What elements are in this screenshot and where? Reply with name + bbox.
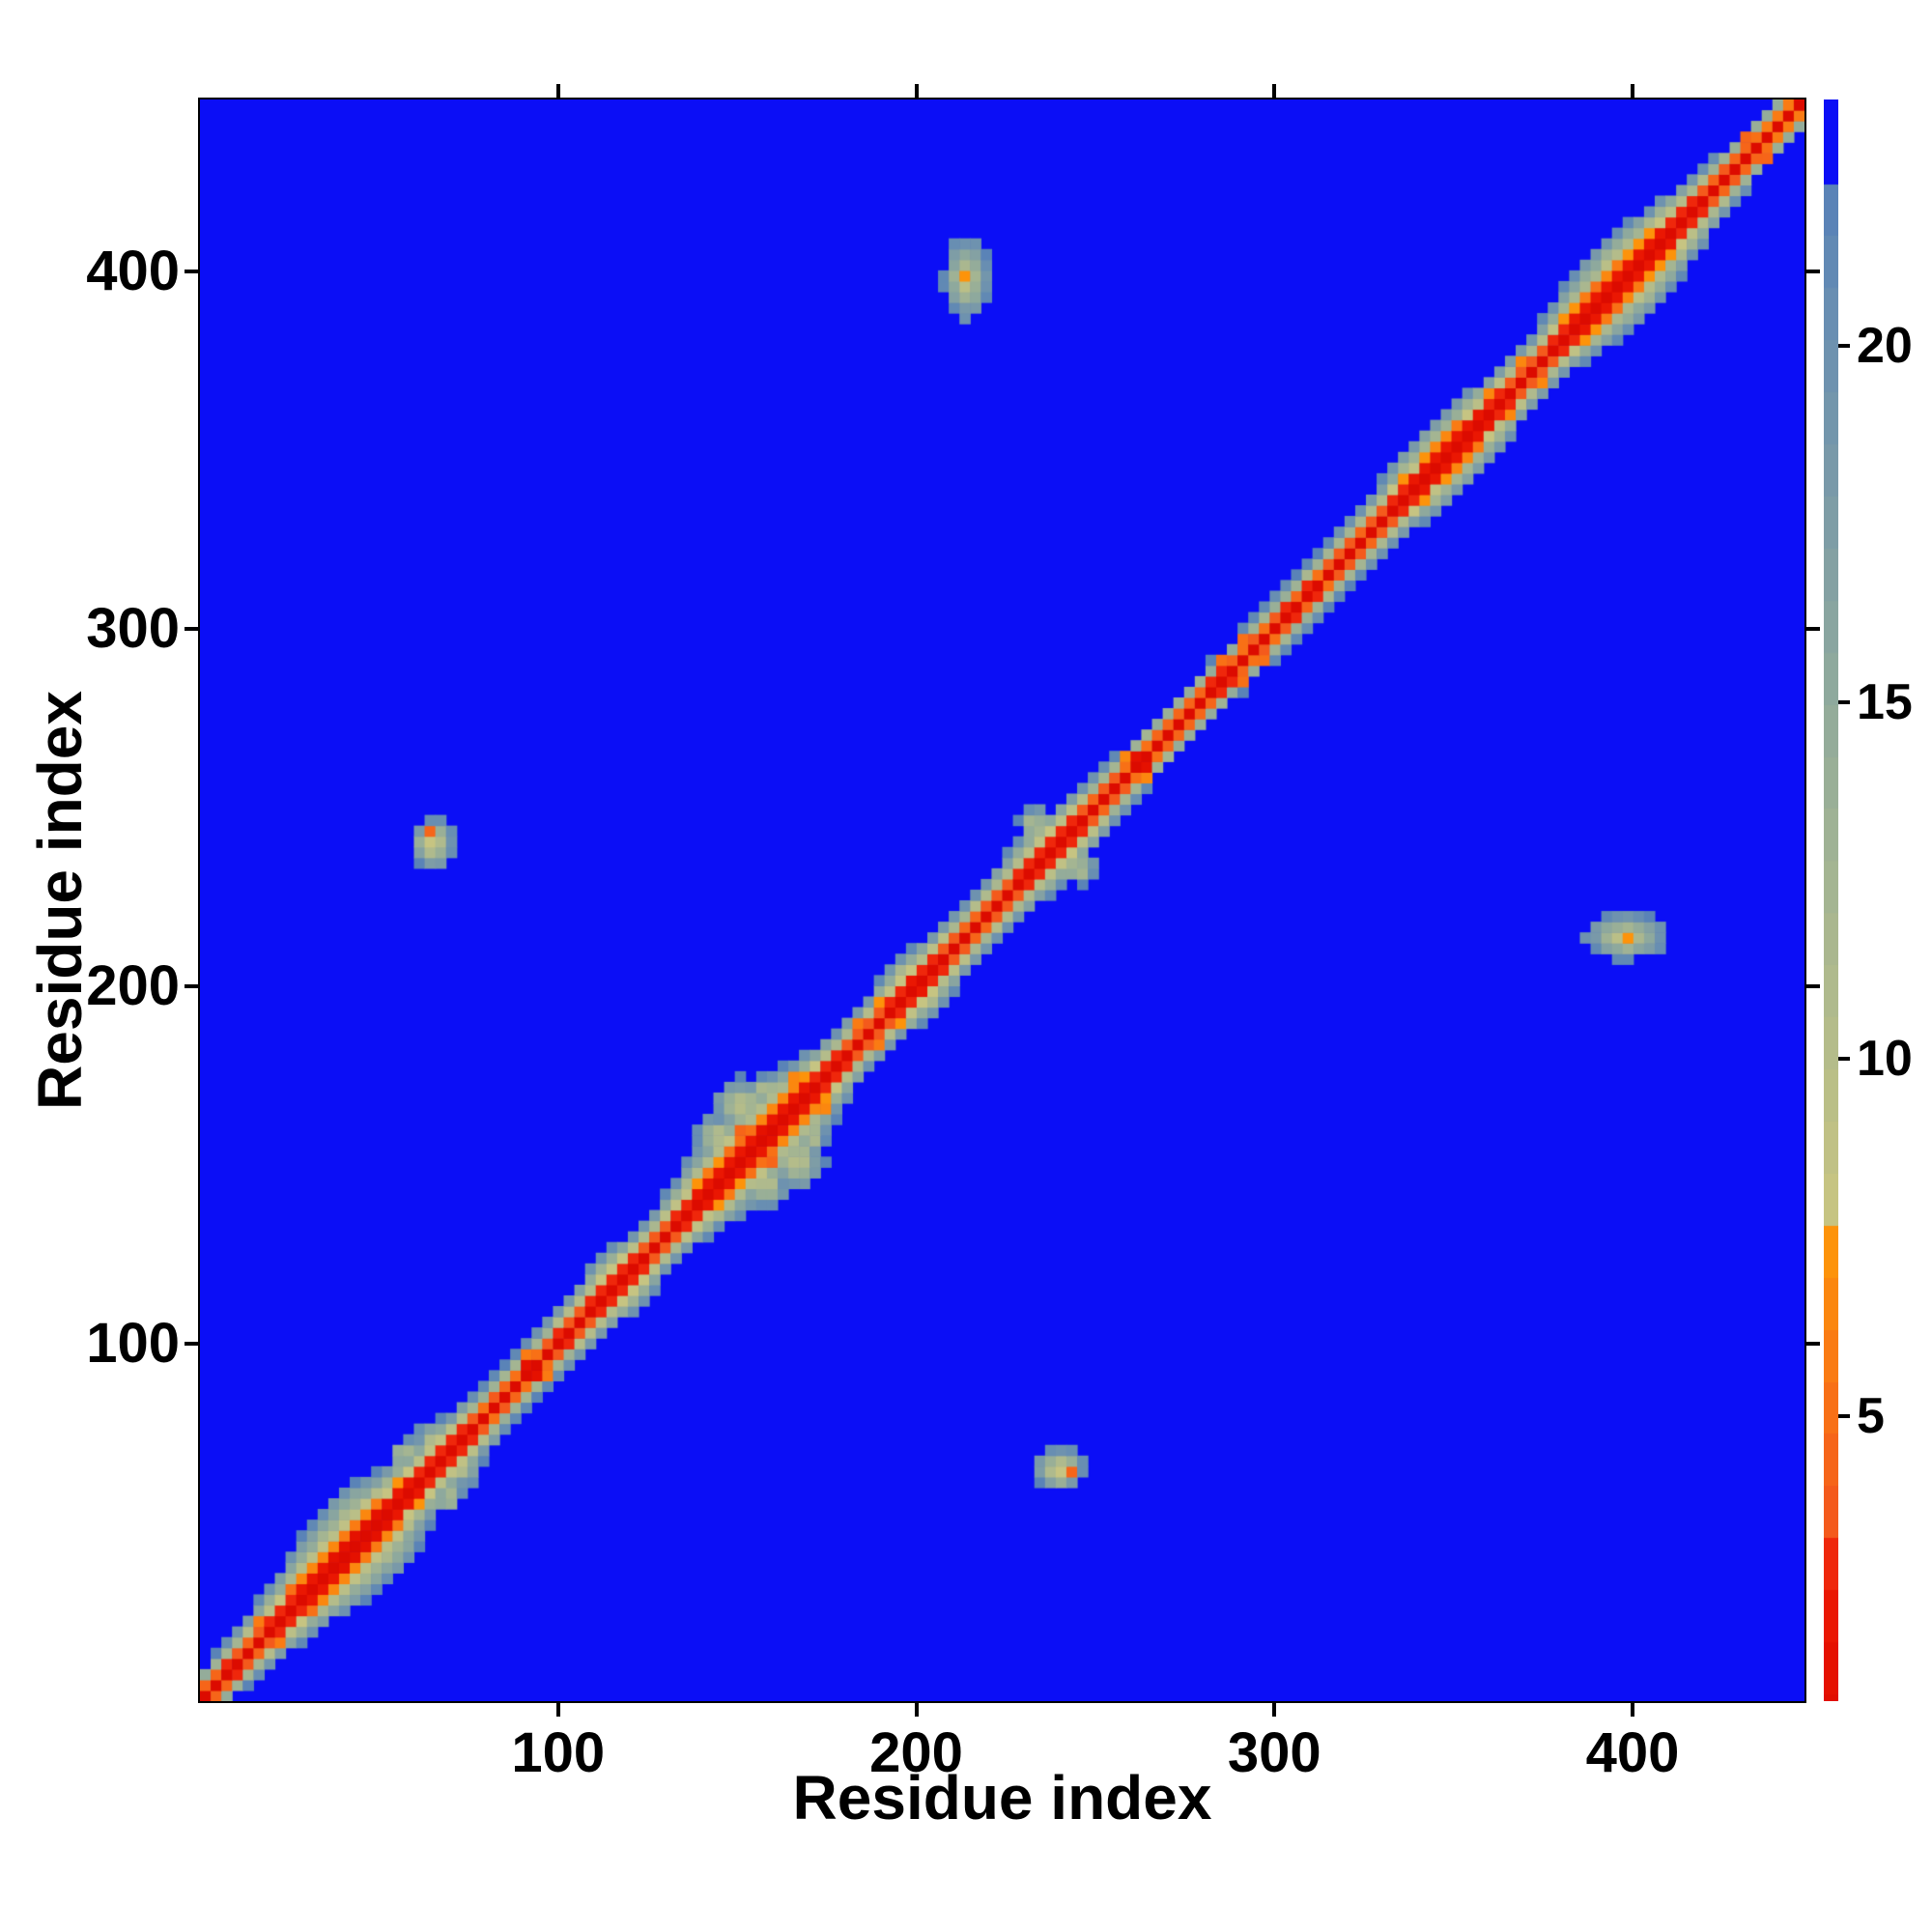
colorbar-tick-mark (1838, 343, 1850, 348)
colorbar-tick-mark (1838, 700, 1850, 705)
colorbar-tick-mark (1838, 1413, 1850, 1418)
y-tick-mark (185, 626, 198, 631)
y-tick-mark-right (1806, 626, 1820, 631)
colorbar (1824, 99, 1838, 1701)
x-tick-mark (1272, 1703, 1277, 1717)
colorbar-tick-label: 5 (1857, 1387, 1885, 1444)
x-axis-label: Residue index (792, 1763, 1212, 1833)
y-tick-mark (185, 269, 198, 273)
y-tick-label: 400 (86, 239, 180, 302)
x-tick-mark-top (914, 84, 919, 98)
x-tick-label: 200 (869, 1721, 963, 1784)
colorbar-tick-mark (1838, 1057, 1850, 1062)
x-tick-mark (914, 1703, 919, 1717)
heatmap-canvas (200, 99, 1804, 1701)
y-tick-mark (185, 983, 198, 988)
x-tick-label: 100 (511, 1721, 606, 1784)
x-tick-mark (1631, 1703, 1635, 1717)
x-tick-label: 400 (1585, 1721, 1680, 1784)
x-tick-mark-top (1631, 84, 1635, 98)
x-tick-mark-top (1272, 84, 1277, 98)
x-tick-mark (555, 1703, 560, 1717)
colorbar-tick-label: 20 (1857, 317, 1913, 374)
colorbar-tick-label: 10 (1857, 1031, 1913, 1088)
x-tick-mark-top (555, 84, 560, 98)
y-tick-mark (185, 1341, 198, 1346)
y-tick-mark-right (1806, 983, 1820, 988)
y-tick-mark-right (1806, 1341, 1820, 1346)
y-tick-mark-right (1806, 269, 1820, 273)
y-tick-label: 200 (86, 953, 180, 1017)
y-tick-label: 100 (86, 1311, 180, 1375)
y-axis-label: Residue index (25, 691, 95, 1110)
colorbar-tick-label: 15 (1857, 674, 1913, 731)
x-tick-label: 300 (1227, 1721, 1321, 1784)
y-tick-label: 300 (86, 596, 180, 660)
